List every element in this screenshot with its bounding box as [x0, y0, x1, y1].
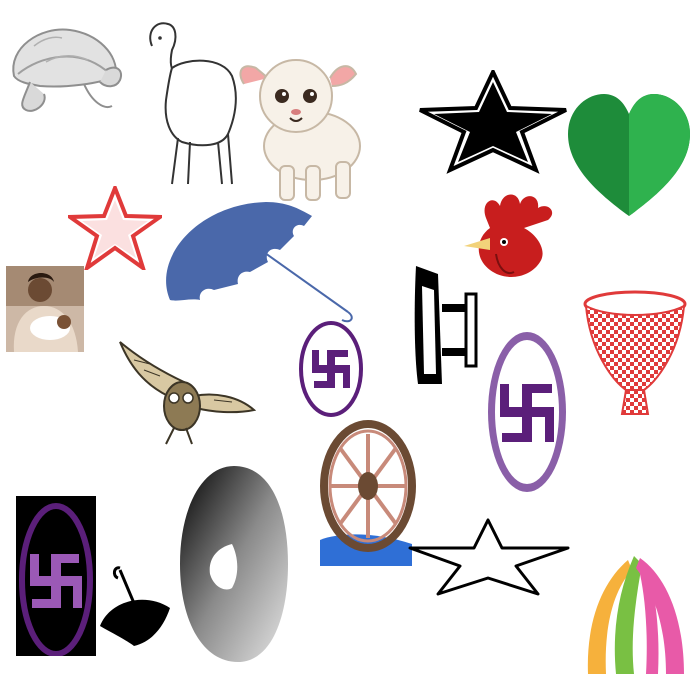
black-star-icon	[418, 70, 568, 174]
blue-umbrella-icon	[158, 200, 358, 324]
clothes-iron-icon	[412, 264, 480, 388]
cartoon-lamb-icon	[234, 42, 364, 204]
purple-emblem-oval-icon	[486, 330, 568, 494]
black-umbrella-icon	[98, 564, 172, 648]
red-outline-star-icon	[68, 186, 162, 270]
purple-emblem-dark-icon	[16, 496, 96, 656]
gradient-crescent-icon	[178, 464, 290, 664]
mother-child-photo-icon	[6, 266, 84, 352]
purple-emblem-round-icon	[298, 320, 364, 418]
wagon-wheel-icon	[316, 420, 416, 566]
rooster-head-icon	[460, 188, 560, 284]
red-basket-icon	[582, 290, 688, 420]
tortoise-sketch-icon	[0, 18, 126, 116]
colorful-arch-icon	[582, 552, 688, 676]
white-outline-star-icon	[408, 518, 570, 596]
sheep-outline-icon	[142, 16, 240, 188]
owl-sketch-icon	[114, 340, 256, 446]
green-heart-icon	[566, 92, 692, 218]
